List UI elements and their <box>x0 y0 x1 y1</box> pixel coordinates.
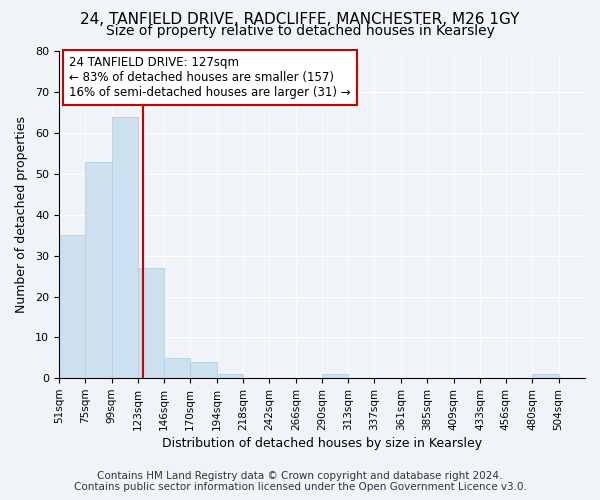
Text: 24, TANFIELD DRIVE, RADCLIFFE, MANCHESTER, M26 1GY: 24, TANFIELD DRIVE, RADCLIFFE, MANCHESTE… <box>80 12 520 28</box>
Text: 24 TANFIELD DRIVE: 127sqm
← 83% of detached houses are smaller (157)
16% of semi: 24 TANFIELD DRIVE: 127sqm ← 83% of detac… <box>70 56 351 100</box>
Bar <box>190 362 217 378</box>
Bar <box>164 358 190 378</box>
X-axis label: Distribution of detached houses by size in Kearsley: Distribution of detached houses by size … <box>162 437 482 450</box>
Text: Size of property relative to detached houses in Kearsley: Size of property relative to detached ho… <box>106 24 494 38</box>
Bar <box>85 162 112 378</box>
Bar <box>322 374 348 378</box>
Bar <box>112 117 138 378</box>
Bar <box>217 374 243 378</box>
Bar <box>59 236 85 378</box>
Bar <box>532 374 559 378</box>
Bar <box>138 268 164 378</box>
Text: Contains HM Land Registry data © Crown copyright and database right 2024.
Contai: Contains HM Land Registry data © Crown c… <box>74 471 526 492</box>
Y-axis label: Number of detached properties: Number of detached properties <box>15 116 28 314</box>
